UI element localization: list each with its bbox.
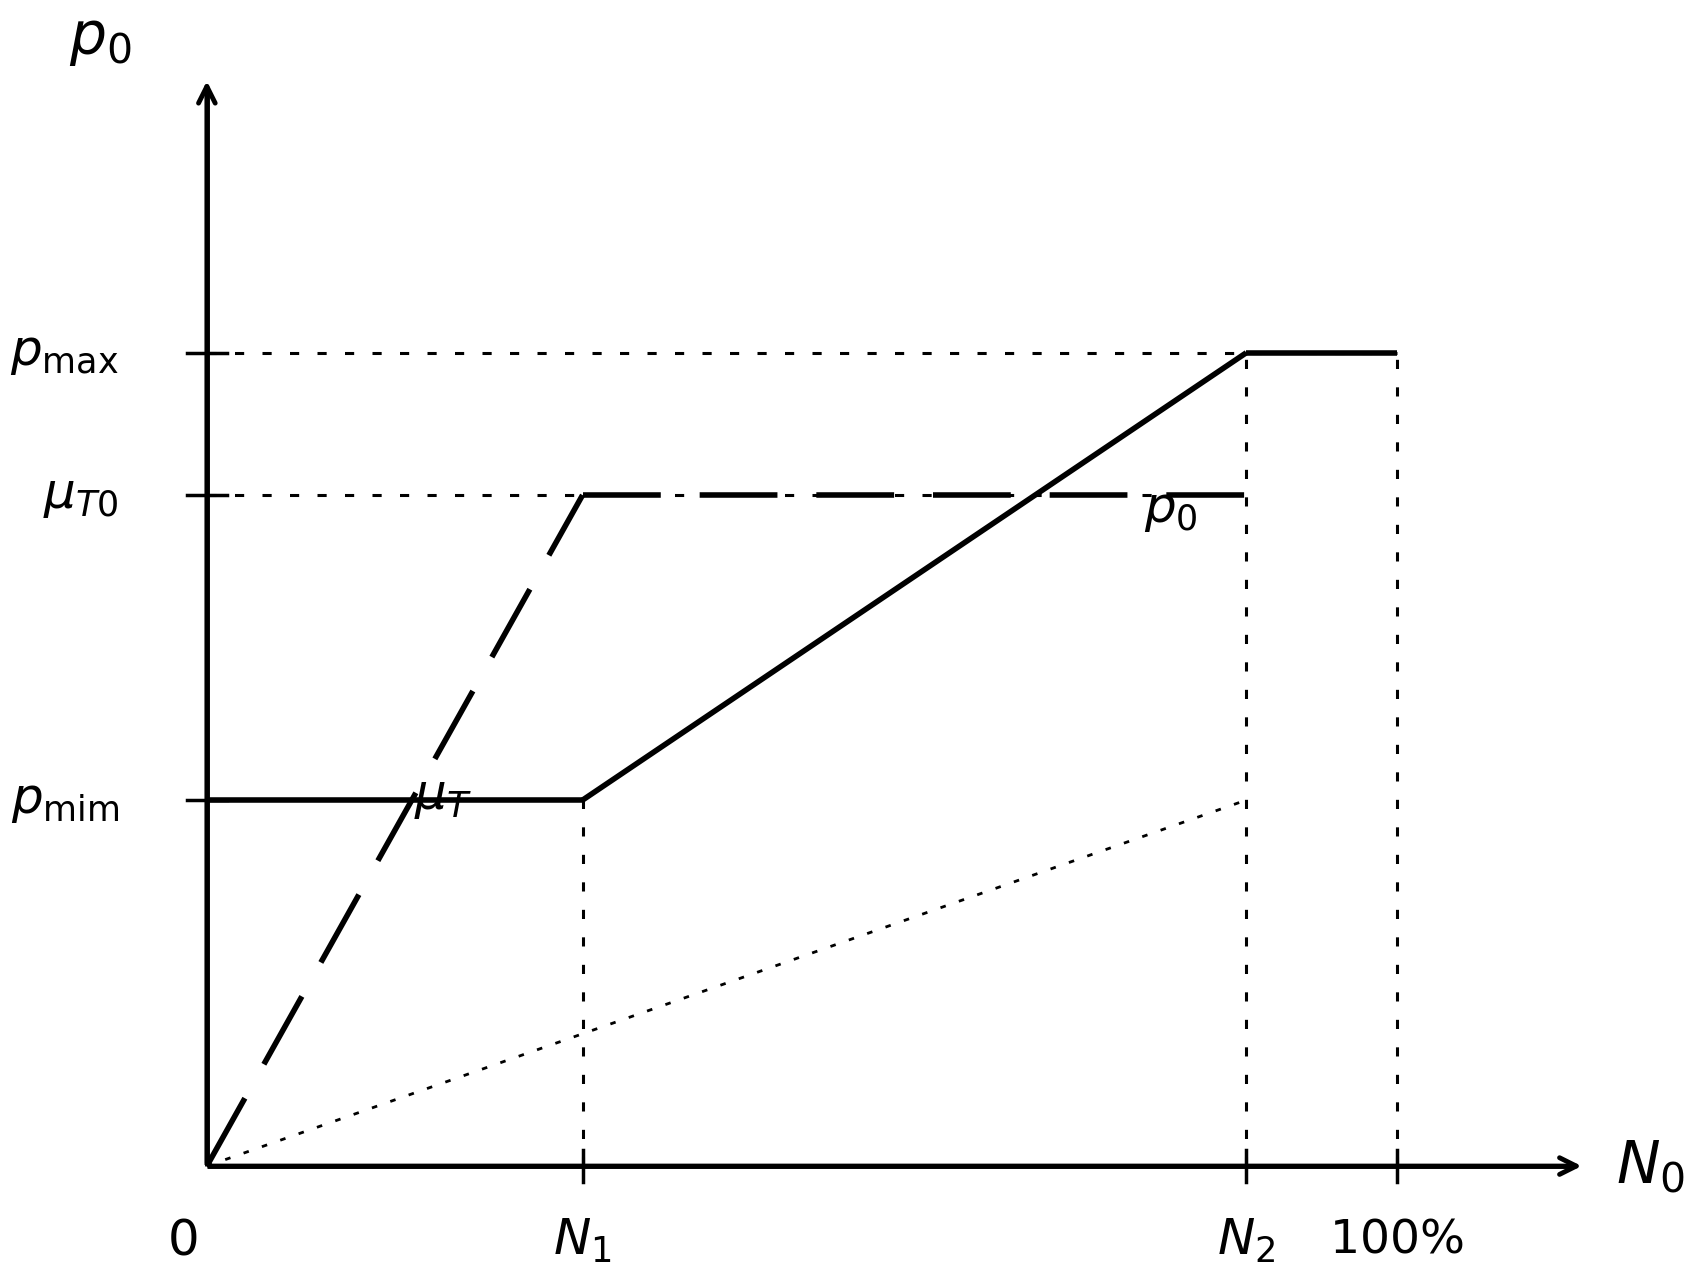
Text: $p_0$: $p_0$ [69,11,132,68]
Text: $p_0$: $p_0$ [1143,485,1198,533]
Text: $\mu_T$: $\mu_T$ [413,772,471,822]
Text: $p_{\rm max}$: $p_{\rm max}$ [10,328,119,378]
Text: $N_2$: $N_2$ [1218,1217,1276,1266]
Text: $\mu_{T0}$: $\mu_{T0}$ [44,471,119,519]
Text: $100\%$: $100\%$ [1330,1217,1464,1263]
Text: $N_1$: $N_1$ [554,1217,612,1266]
Text: $0$: $0$ [166,1217,197,1266]
Text: $p_{\rm mim}$: $p_{\rm mim}$ [10,776,119,824]
Text: $N_0$: $N_0$ [1616,1138,1686,1194]
